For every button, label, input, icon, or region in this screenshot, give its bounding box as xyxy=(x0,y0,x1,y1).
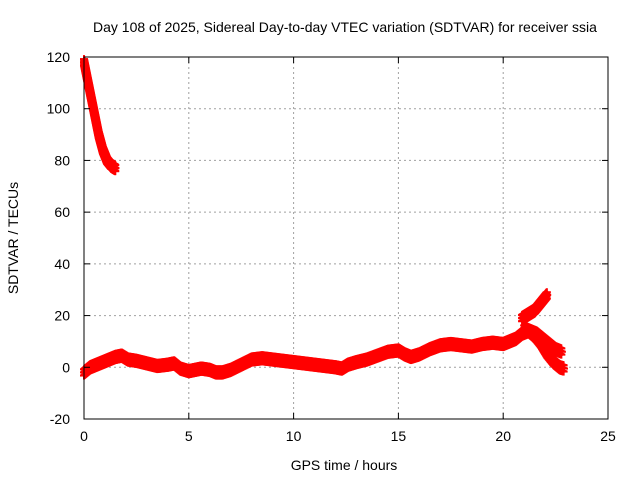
y-tick-label: 80 xyxy=(54,152,70,168)
steep-descent-point xyxy=(111,164,120,173)
y-tick-label: 20 xyxy=(54,308,70,324)
x-tick-label: 5 xyxy=(185,428,193,444)
y-axis-label: SDTVAR / TECUs xyxy=(5,182,21,294)
y-tick-label: -20 xyxy=(50,411,70,427)
x-tick-label: 10 xyxy=(286,428,302,444)
data-marks xyxy=(80,55,568,380)
y-tick-label: 40 xyxy=(54,256,70,272)
x-tick-label: 20 xyxy=(495,428,511,444)
y-tick-label: 100 xyxy=(47,101,71,117)
y-tick-label: 120 xyxy=(47,49,71,65)
y-tick-label: 60 xyxy=(54,204,70,220)
y-tick-label: 0 xyxy=(62,359,70,375)
x-tick-label: 25 xyxy=(600,428,616,444)
x-tick-label: 0 xyxy=(80,428,88,444)
chart-title: Day 108 of 2025, Sidereal Day-to-day VTE… xyxy=(93,19,597,35)
x-axis-label: GPS time / hours xyxy=(291,457,398,473)
x-tick-label: 15 xyxy=(391,428,407,444)
